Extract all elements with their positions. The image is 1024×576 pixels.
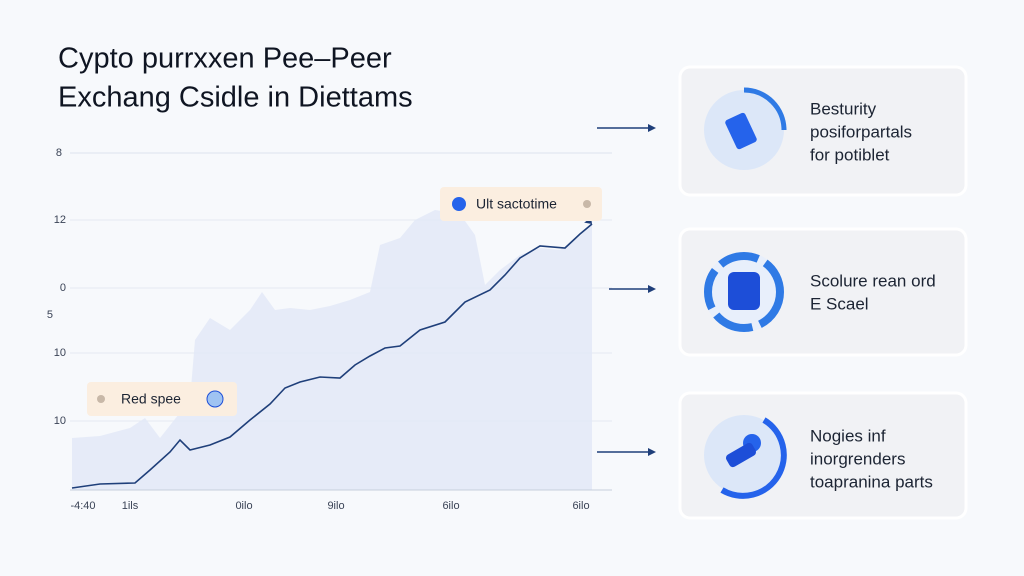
card-text: toapranina parts	[810, 472, 933, 491]
callout-icon	[206, 390, 224, 408]
icon	[728, 272, 760, 310]
y-label: 0	[60, 282, 66, 294]
x-label: 6ilo	[572, 500, 589, 512]
chart: 8 12 0 5 10 10 -4:40 1ils 0ilo 9ilo 6ilo…	[47, 147, 612, 512]
title-line: Cypto purrxxen Pee–Peer	[58, 43, 392, 75]
title-line: Exchang Csidle in Diettams	[58, 82, 413, 114]
card-text: E Scael	[810, 294, 869, 313]
card-text: inorgrenders	[810, 449, 905, 468]
card-text: Scolure rean ord	[810, 271, 936, 290]
card: Scolure rean ord E Scael	[678, 227, 968, 357]
callout-dot	[97, 395, 105, 403]
icon-ring	[743, 87, 787, 131]
icon	[725, 442, 757, 468]
callout-text: Red spee	[121, 391, 181, 407]
x-label: 0ilo	[235, 500, 252, 512]
arrow-heads	[648, 124, 656, 456]
callout-dot	[583, 200, 591, 208]
y-label: 5	[47, 309, 53, 321]
callout-text: Ult sactotime	[476, 196, 557, 212]
x-label: 9ilo	[327, 500, 344, 512]
x-label: -4:40	[70, 500, 95, 512]
icon-ring	[704, 252, 784, 332]
card-text: Besturity	[810, 99, 877, 118]
trend-line	[71, 223, 593, 489]
y-label: 10	[54, 347, 66, 359]
area	[72, 210, 592, 490]
callout	[440, 187, 602, 221]
callout-icon	[452, 197, 466, 211]
icon	[725, 112, 757, 150]
y-label: 12	[54, 214, 66, 226]
x-label: 1ils	[122, 500, 139, 512]
arrow-head	[648, 124, 656, 132]
card: Nogies inf inorgrenders toapranina parts	[678, 391, 968, 520]
icon-ring	[720, 417, 787, 499]
card-text: posiforpartals	[810, 122, 912, 141]
card-text: Nogies inf	[810, 426, 886, 445]
callout	[87, 382, 237, 416]
y-label: 10	[54, 415, 66, 427]
x-label: 6ilo	[442, 500, 459, 512]
card: Besturity posiforpartals for potiblet	[678, 65, 968, 197]
arrow-head	[648, 285, 656, 293]
card-text: for potiblet	[810, 145, 890, 164]
y-label: 8	[56, 147, 62, 159]
arrows	[597, 127, 650, 453]
arrow-head	[648, 448, 656, 456]
